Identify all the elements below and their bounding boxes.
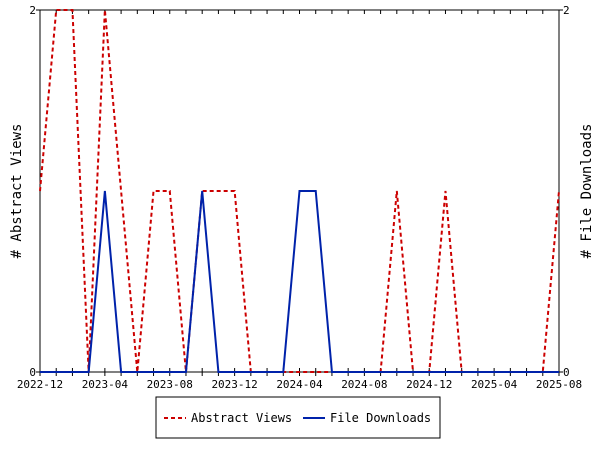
x-tick-label-2024-04: 2024-04 [276,378,323,391]
x-tick-label-2025-04: 2025-04 [471,378,518,391]
x-tick-label-2023-08: 2023-08 [147,378,193,391]
y-axis-right-title: # File Downloads [579,124,595,259]
series-line-abstract-views [39,9,560,373]
y-left-tick-bottom: 0 [29,366,36,379]
x-tick-label-2023-04: 2023-04 [82,378,129,391]
legend-box [155,396,441,439]
x-tick-label-2025-08: 2025-08 [536,378,582,391]
x-tick-label-2024-12: 2024-12 [406,378,452,391]
x-axis-tick-labels: 2022-12 2023-04 2023-08 2023-12 2024-04 2024-… [17,378,582,391]
x-tick-label-2022-12: 2022-12 [17,378,63,391]
legend-label-abstract-views: Abstract Views [191,411,292,425]
legend-label-file-downloads: File Downloads [330,411,431,425]
y-right-tick-bottom: 0 [563,366,570,379]
y-axis-left-title: # Abstract Views [9,124,25,259]
series-layer [39,9,560,373]
series-line-file-downloads [40,190,559,373]
x-tick-label-2023-12: 2023-12 [211,378,257,391]
x-tick-label-2024-08: 2024-08 [341,378,387,391]
legend: Abstract Views File Downloads [155,396,441,439]
y-right-tick-top: 2 [563,4,570,17]
y-axis-ticks [36,9,563,373]
y-left-tick-top: 2 [29,4,36,17]
